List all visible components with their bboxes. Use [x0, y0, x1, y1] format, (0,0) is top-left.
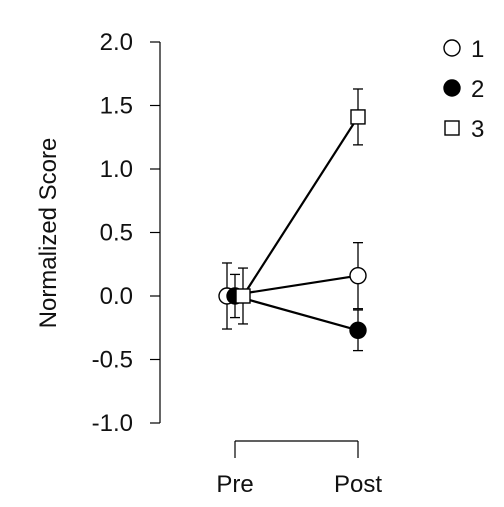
legend: 1 2 3 — [443, 36, 484, 143]
legend-marker-2 — [443, 79, 461, 97]
y-tick-label: -1.0 — [92, 410, 133, 437]
y-tick-label: 0.5 — [100, 220, 133, 247]
data-point-series-3 — [235, 288, 251, 304]
x-tick-label-post: Post — [334, 471, 382, 498]
x-axis: Pre Post — [216, 440, 382, 498]
legend-label-2: 2 — [471, 76, 484, 103]
x-axis-bracket — [234, 440, 359, 458]
markers — [218, 109, 367, 339]
data-point-series-3 — [350, 109, 366, 125]
series-line-3 — [242, 116, 359, 297]
legend-marker-1 — [443, 39, 461, 57]
y-tick-label: -0.5 — [92, 347, 133, 374]
y-axis: 2.0 1.5 1.0 0.5 0.0 -0.5 -1.0 — [92, 29, 161, 437]
series-line-2 — [234, 294, 359, 332]
x-tick-label-pre: Pre — [216, 471, 253, 498]
legend-label-1: 1 — [471, 36, 484, 63]
y-ticks: 2.0 1.5 1.0 0.5 0.0 -0.5 -1.0 — [92, 29, 160, 437]
y-tick-label: 0.0 — [100, 283, 133, 310]
y-tick-label: 1.0 — [100, 156, 133, 183]
data-point-series-1 — [349, 266, 367, 285]
y-tick-label: 2.0 — [100, 29, 133, 56]
y-tick-label: 1.5 — [100, 93, 133, 120]
legend-marker-3 — [444, 120, 460, 136]
legend-label-3: 3 — [471, 116, 484, 143]
data-point-series-2 — [349, 321, 367, 339]
y-axis-title: Normalized Score — [35, 138, 62, 329]
